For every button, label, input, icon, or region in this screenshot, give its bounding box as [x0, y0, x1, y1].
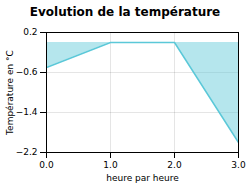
svg-text:2.0: 2.0 [167, 160, 182, 170]
svg-text:heure par heure: heure par heure [106, 173, 179, 183]
svg-text:1.0: 1.0 [103, 160, 118, 170]
html-text:Evolution de la température: Evolution de la température [29, 5, 221, 19]
svg-text:0.2: 0.2 [23, 27, 37, 37]
svg-text:0.0: 0.0 [39, 160, 54, 170]
svg-text:−1.4: −1.4 [16, 107, 38, 117]
svg-text:−2.2: −2.2 [16, 147, 38, 157]
svg-text:Température en °C: Température en °C [5, 50, 15, 136]
svg-text:3.0: 3.0 [231, 160, 246, 170]
svg-text:−0.6: −0.6 [16, 67, 38, 77]
